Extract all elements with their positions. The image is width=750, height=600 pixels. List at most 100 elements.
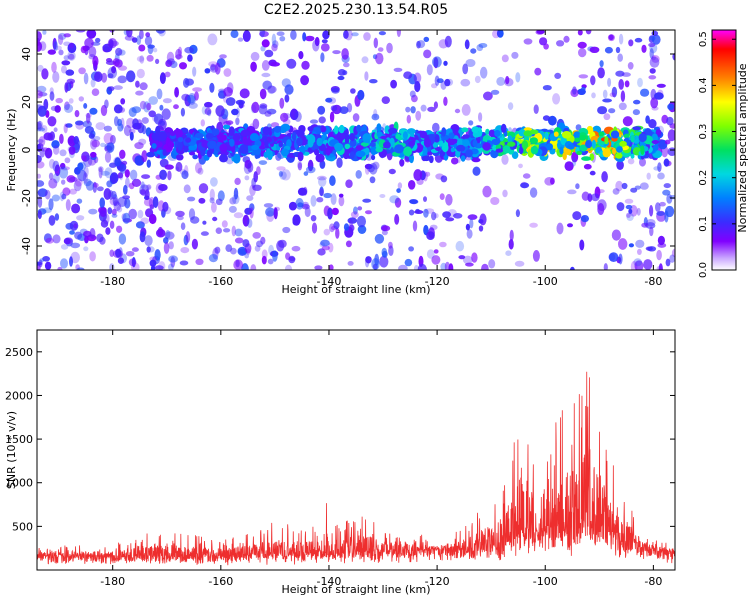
heatmap-cell	[426, 231, 435, 241]
heatmap-cell	[249, 203, 255, 212]
heatmap-cell	[119, 149, 126, 159]
heatmap-cell	[103, 213, 110, 225]
heatmap-cell	[140, 217, 150, 225]
heatmap-cell	[369, 176, 376, 184]
heatmap-cell	[637, 77, 643, 88]
snr-panel: -180 -160 -140 -120 -100 -80 500 1000 1500 2000 2…	[5, 329, 676, 596]
heatmap-cell	[149, 256, 158, 262]
heatmap-cell	[113, 85, 123, 90]
heatmap-cell	[438, 39, 449, 49]
heatmap-cell	[335, 227, 340, 239]
heatmap-cell	[656, 211, 665, 217]
heatmap-cell	[433, 101, 438, 109]
heatmap-cell	[222, 134, 227, 141]
heatmap-cell	[488, 259, 496, 269]
heatmap-cell	[465, 59, 476, 67]
heatmap-cell	[192, 154, 199, 160]
heatmap-cell	[278, 141, 284, 148]
heatmap-cell	[252, 118, 260, 130]
heatmap-cell	[292, 214, 301, 226]
heatmap-cell	[249, 184, 256, 197]
heatmap-cell	[471, 157, 481, 163]
snr-y-ticks: 500 1000 1500 2000 2500	[5, 346, 675, 533]
heatmap-cell	[65, 69, 75, 76]
heatmap-cell	[230, 30, 239, 39]
heatmap-cell	[100, 219, 109, 228]
heatmap-cell	[381, 225, 391, 232]
heatmap-cell	[577, 41, 587, 49]
heatmap-cell	[84, 37, 94, 49]
heatmap-cell	[194, 91, 199, 101]
heatmap-cell	[168, 241, 174, 250]
heatmap-cell	[139, 30, 144, 40]
heatmap-cell	[383, 141, 391, 149]
heatmap-cell	[66, 78, 76, 85]
heatmap-cell	[664, 139, 671, 145]
heatmap-cell	[639, 182, 649, 190]
heatmap-cell	[429, 224, 438, 230]
heatmap-cell	[351, 32, 359, 37]
heatmap-cell	[344, 30, 353, 41]
heatmap-cell	[580, 215, 590, 223]
heatmap-cell	[482, 185, 492, 198]
heatmap-cell	[141, 150, 148, 163]
heatmap-cell	[104, 151, 112, 163]
heatmap-cell	[107, 207, 113, 215]
heatmap-cell	[48, 172, 54, 180]
heatmap-cell	[184, 46, 194, 54]
heatmap-cell	[94, 71, 103, 82]
heatmap-cell	[435, 146, 441, 151]
heatmap-cell	[128, 107, 137, 118]
heatmap-cell	[658, 263, 663, 270]
heatmap-cell	[628, 243, 635, 248]
heatmap-cell	[337, 75, 345, 81]
heatmap-cell	[38, 92, 48, 97]
heatmap-cell	[357, 225, 367, 234]
heatmap-cell	[246, 195, 254, 202]
heatmap-cell	[610, 130, 620, 139]
heatmap-cell	[264, 139, 269, 149]
heatmap-cell	[372, 161, 380, 170]
heatmap-cell	[242, 30, 251, 42]
heatmap-cell	[117, 172, 124, 179]
heatmap-cell	[51, 194, 61, 202]
heatmap-cell	[183, 77, 190, 88]
heatmap-cell	[646, 172, 651, 180]
heatmap-cell	[390, 79, 397, 89]
heatmap-cell	[403, 146, 413, 157]
heatmap-cell	[109, 30, 115, 33]
heatmap-cells	[37, 30, 675, 270]
heatmap-cell	[126, 70, 136, 83]
heatmap-cell	[657, 172, 665, 180]
heatmap-cell	[229, 197, 237, 205]
heatmap-cell	[397, 182, 403, 190]
heatmap-cell	[37, 121, 42, 130]
heatmap-cell	[113, 104, 123, 114]
heatmap-cell	[662, 189, 671, 196]
heatmap-cell	[409, 90, 416, 98]
heatmap-cell	[219, 154, 228, 163]
heatmap-cell	[409, 199, 418, 204]
heatmap-cell	[423, 196, 427, 202]
heatmap-cell	[61, 193, 67, 200]
heatmap-cell	[140, 181, 145, 190]
heatmap-cell	[124, 169, 130, 178]
heatmap-cell	[276, 31, 285, 36]
heatmap-cell	[462, 134, 470, 139]
heatmap-cell	[456, 144, 466, 152]
heatmap-cell	[511, 151, 519, 160]
heatmap-cell	[624, 198, 634, 204]
heatmap-cell	[228, 205, 237, 213]
heatmap-cell	[74, 110, 80, 118]
heatmap-cell	[285, 252, 291, 260]
heatmap-cell	[291, 245, 301, 252]
heatmap-cell	[242, 214, 250, 227]
heatmap-cell	[128, 258, 137, 267]
heatmap-cell	[408, 180, 416, 190]
heatmap-cell	[83, 72, 89, 85]
heatmap-cell	[204, 101, 213, 108]
heatmap-cell	[630, 261, 638, 270]
heatmap-cell	[608, 252, 619, 262]
heatmap-cell	[672, 53, 675, 61]
heatmap-cell	[237, 37, 244, 42]
